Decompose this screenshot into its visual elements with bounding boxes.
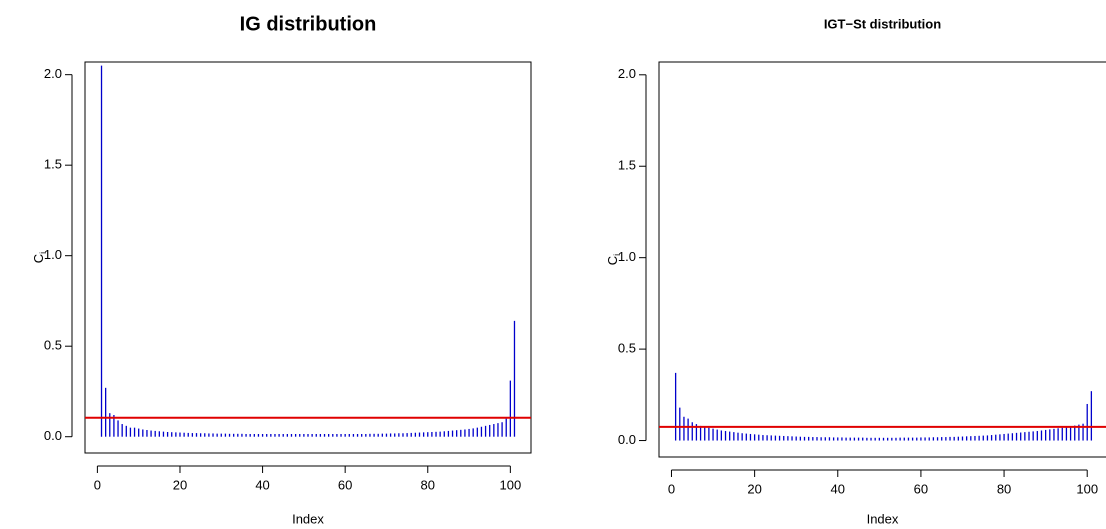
chart-title: IGT−St distribution xyxy=(824,16,941,31)
y-tick-label: 0.0 xyxy=(44,428,62,443)
plot-box xyxy=(84,61,532,454)
x-tick-label: 40 xyxy=(255,477,269,492)
x-axis-label: Index xyxy=(292,511,324,526)
y-tick-label: 1.5 xyxy=(618,158,636,173)
y-axis-label-sub: i xyxy=(612,254,622,256)
y-axis-label-sub: i xyxy=(38,252,48,254)
y-axis-label-main: C xyxy=(605,256,620,265)
x-tick-label: 0 xyxy=(668,481,675,496)
plot-box xyxy=(658,61,1106,458)
y-tick-label: 1.0 xyxy=(44,247,62,262)
y-tick-label: 0.5 xyxy=(618,341,636,356)
x-tick-label: 40 xyxy=(831,481,845,496)
x-tick-label: 0 xyxy=(94,477,101,492)
y-tick-label: 1.5 xyxy=(44,157,62,172)
x-tick-label: 60 xyxy=(914,481,928,496)
chart-title: IG distribution xyxy=(240,13,377,35)
x-tick-label: 20 xyxy=(173,477,187,492)
x-axis-label: Index xyxy=(867,511,899,526)
x-tick-label: 80 xyxy=(421,477,435,492)
y-tick-label: 2.0 xyxy=(618,66,636,81)
x-tick-label: 20 xyxy=(747,481,761,496)
x-tick-label: 80 xyxy=(997,481,1011,496)
x-tick-label: 60 xyxy=(338,477,352,492)
y-axis-label: Ci xyxy=(605,254,622,265)
x-tick-label: 100 xyxy=(500,477,522,492)
y-tick-label: 1.0 xyxy=(618,249,636,264)
y-tick-label: 0.0 xyxy=(618,432,636,447)
y-tick-label: 2.0 xyxy=(44,66,62,81)
y-tick-label: 0.5 xyxy=(44,338,62,353)
y-axis-label-main: C xyxy=(31,254,46,263)
y-axis-label: Ci xyxy=(31,252,48,263)
x-tick-label: 100 xyxy=(1076,481,1098,496)
